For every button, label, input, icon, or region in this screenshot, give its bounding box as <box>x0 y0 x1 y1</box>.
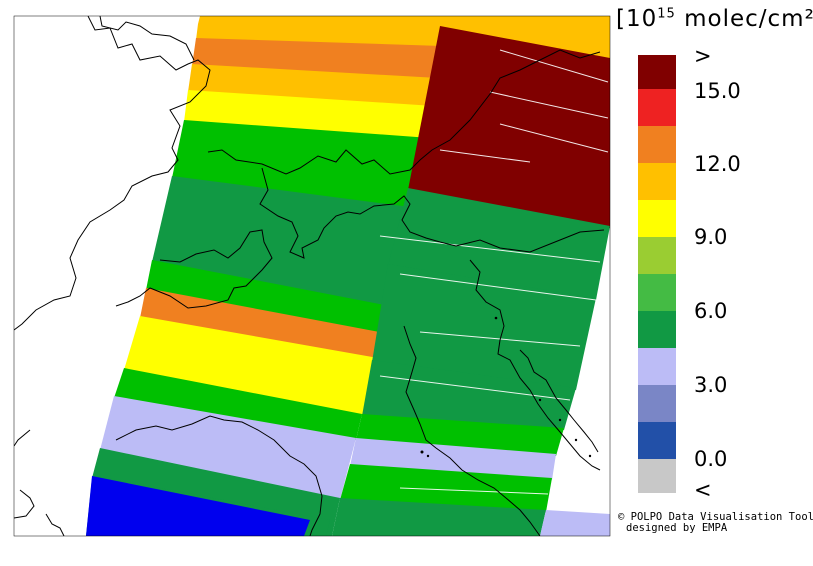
legend-label-15: 15.0 <box>694 79 741 103</box>
legend-swatch <box>638 89 676 126</box>
legend-label-0: 0.0 <box>694 447 728 471</box>
credits-line-2: designed by EMPA <box>626 522 728 534</box>
legend-label-above: > <box>694 44 712 68</box>
map-frame <box>13 15 611 537</box>
legend-label-9: 9.0 <box>694 225 728 249</box>
legend-swatch <box>638 459 676 493</box>
credits-line-1: © POLPO Data Visualisation Tool <box>618 511 813 523</box>
legend-label-3: 3.0 <box>694 373 728 397</box>
legend-swatch <box>638 126 676 163</box>
legend-swatch <box>638 163 676 200</box>
legend-label-12: 12.0 <box>694 152 741 176</box>
satellite-swaths <box>14 16 610 536</box>
legend-label-below: < <box>694 478 712 502</box>
legend-swatch <box>638 422 676 459</box>
legend-swatch <box>638 311 676 348</box>
legend-swatch <box>638 274 676 311</box>
credits: © POLPO Data Visualisation Tool designed … <box>618 512 813 534</box>
legend-swatch <box>638 55 676 89</box>
legend-swatch <box>638 385 676 422</box>
legend-unit-label: [1015 molec/cm²] <box>616 6 813 32</box>
legend-swatch <box>638 200 676 237</box>
legend-swatch <box>638 237 676 274</box>
legend-label-6: 6.0 <box>694 299 728 323</box>
legend-swatch <box>638 348 676 385</box>
legend-colorbar <box>638 55 676 493</box>
